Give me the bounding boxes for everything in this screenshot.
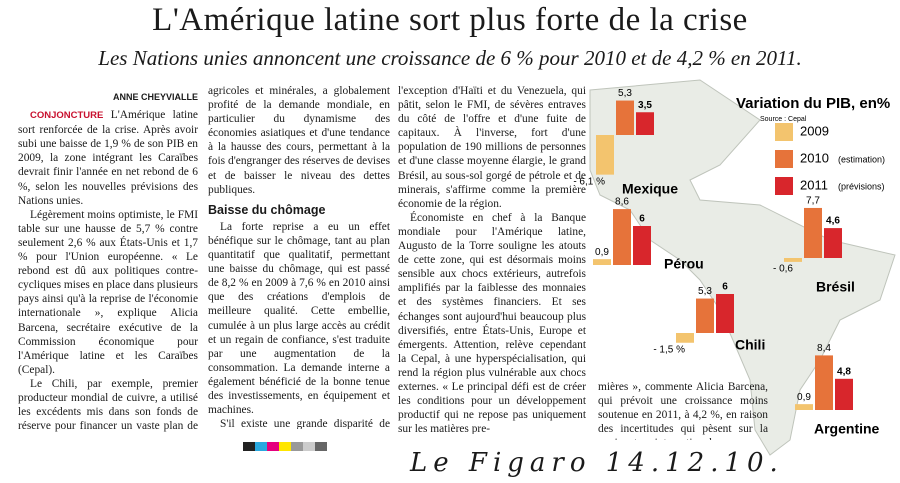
country-name: Brésil: [816, 279, 855, 295]
value-label: 8,4: [817, 343, 831, 354]
headline: L'Amérique latine sort plus forte de la …: [152, 2, 748, 38]
value-label: 6: [639, 214, 645, 225]
legend-note: (estimation): [838, 154, 885, 164]
value-label: 7,7: [806, 196, 820, 207]
paragraph: Légèrement moins optimiste, le FMI table…: [18, 208, 198, 376]
paragraph: L'Amérique latine sort renforcée de la c…: [18, 109, 198, 207]
legend-label: 2010: [800, 150, 829, 165]
country-name: Argentine: [814, 421, 880, 437]
bar: [815, 355, 833, 410]
bar: [835, 378, 853, 410]
value-label: 4,6: [826, 216, 840, 227]
subheading: Baisse du chômage: [208, 202, 326, 217]
value-label: 5,3: [618, 88, 632, 99]
value-label: - 1,5 %: [653, 344, 685, 355]
bar: [784, 258, 802, 262]
paragraph: Économiste en chef à la Banque mondiale …: [398, 211, 586, 434]
value-label: 0,9: [595, 247, 609, 258]
bar: [696, 298, 714, 333]
paragraph: agricoles et minérales, a globalement pr…: [208, 85, 390, 196]
column: l'exception d'Haïti et du Venezuela, qui…: [398, 84, 586, 434]
country-name: Mexique: [622, 181, 678, 197]
value-label: 4,8: [837, 366, 851, 377]
legend-note: (prévisions): [838, 181, 885, 191]
byline: ANNE CHEYVIALLE: [112, 92, 198, 102]
legend-swatch: [775, 150, 793, 168]
color-strip: [243, 442, 327, 451]
paragraph: Le Chili, par exemple, premier producteu…: [18, 377, 198, 435]
paragraph: l'exception d'Haïti et du Venezuela, qui…: [398, 85, 586, 210]
bar: [676, 333, 694, 343]
value-label: 8,6: [615, 197, 629, 208]
country-name: Chili: [735, 337, 765, 353]
bar: [633, 226, 651, 265]
bar: [616, 100, 634, 135]
legend-swatch: [775, 177, 793, 195]
value-label: - 6,1 %: [573, 176, 605, 187]
bar: [795, 404, 813, 410]
legend-label: 2011: [800, 177, 828, 192]
bar: [613, 209, 631, 265]
value-label: 5,3: [698, 286, 712, 297]
subtitle: Les Nations unies annoncent une croissan…: [98, 46, 802, 70]
bar: [716, 294, 734, 333]
handwritten-source: Le Figaro 14.12.10.: [410, 448, 784, 478]
infographic-title: Variation du PIB, en%: [736, 95, 890, 112]
paragraph: La forte reprise a eu un effet bénéfique…: [208, 220, 390, 417]
column: mières », commente Alicia Barcena, qui p…: [598, 380, 768, 440]
bar: [593, 259, 611, 265]
value-label: - 0,6: [773, 264, 793, 275]
value-label: 6: [722, 282, 728, 293]
paragraph: mières », commente Alicia Barcena, qui p…: [598, 381, 768, 440]
value-label: 0,9: [797, 392, 811, 403]
legend-swatch: [775, 123, 793, 141]
bar: [636, 112, 654, 135]
legend-label: 2009: [800, 123, 829, 138]
column: agricoles et minérales, a globalement pr…: [208, 84, 390, 429]
bar: [596, 135, 614, 175]
kicker: CONJONCTURE: [30, 110, 104, 122]
country-name: Pérou: [664, 256, 704, 272]
infographic-source: Source : Cepal: [760, 116, 807, 123]
paragraph: S'il existe une grande disparité de croi…: [220, 418, 390, 429]
column: ANNE CHEYVIALLE CONJONCTURE L'Amérique l…: [18, 90, 198, 435]
value-label: 3,5: [638, 100, 652, 111]
bar: [824, 228, 842, 258]
bar: [804, 207, 822, 258]
